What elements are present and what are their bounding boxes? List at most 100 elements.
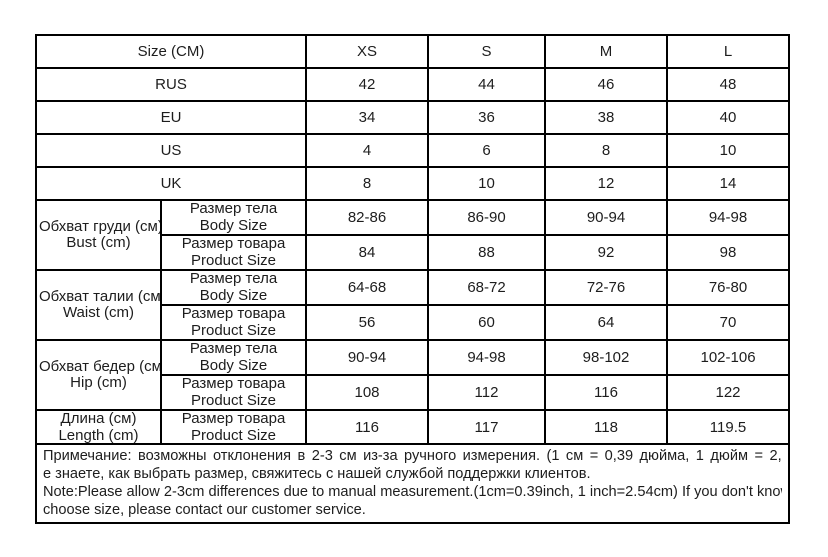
size-value-cell: 112 xyxy=(427,374,547,411)
size-value-cell: 72-76 xyxy=(544,269,669,306)
size-value-cell: 42 xyxy=(305,67,430,102)
size-type-cell: Размер тела Body Size xyxy=(159,199,308,236)
size-type-en: Body Size xyxy=(199,216,268,234)
measurement-label-en: Hip (cm) xyxy=(70,374,127,391)
size-value-cell: 40 xyxy=(666,100,791,135)
size-value-cell: 94-98 xyxy=(666,199,791,236)
size-type-ru: Размер товара xyxy=(181,305,286,322)
conversion-row-eu: EU 34 36 38 40 xyxy=(34,100,791,135)
size-column-l: L xyxy=(666,34,791,69)
size-type-cell: Размер товара Product Size xyxy=(159,234,308,271)
measurement-label-ru: Длина (см) xyxy=(60,410,137,427)
size-value-cell: 64-68 xyxy=(305,269,430,306)
bust-body-row: Обхват груди (см) Bust (cm) Размер тела … xyxy=(35,199,791,271)
size-value-cell: 86-90 xyxy=(427,199,547,236)
size-value-cell: 48 xyxy=(666,67,791,102)
row-label-us: US xyxy=(34,133,308,168)
length-product-row: Длина (см) Length (cm) Размер товара Pro… xyxy=(35,409,791,446)
size-value-cell: 14 xyxy=(666,166,791,201)
size-value-cell: 10 xyxy=(666,133,791,168)
bust-product-row: Размер товара Product Size 84 88 92 98 xyxy=(36,234,791,271)
conversion-row-uk: UK 8 10 12 14 xyxy=(34,166,791,201)
measurement-label-hip: Обхват бедер (см) Hip (cm) xyxy=(35,339,162,411)
size-type-en: Product Size xyxy=(190,251,277,269)
measurement-label-en: Bust (cm) xyxy=(66,234,131,251)
size-type-ru: Размер товара xyxy=(181,235,286,252)
measurement-label-en: Length (cm) xyxy=(58,426,139,444)
measurement-label-bust: Обхват груди (см) Bust (cm) xyxy=(35,199,162,271)
size-type-en: Product Size xyxy=(190,391,277,409)
size-type-en: Product Size xyxy=(190,426,277,444)
size-value-cell: 122 xyxy=(666,374,791,411)
size-value-cell: 76-80 xyxy=(666,269,791,306)
size-type-ru: Размер товара xyxy=(181,375,286,392)
size-type-cell: Размер товара Product Size xyxy=(159,304,308,341)
size-value-cell: 4 xyxy=(305,133,430,168)
size-value-cell: 94-98 xyxy=(427,339,547,376)
size-value-cell: 119.5 xyxy=(666,409,791,446)
size-value-cell: 88 xyxy=(427,234,547,271)
size-value-cell: 12 xyxy=(544,166,669,201)
size-value-cell: 118 xyxy=(544,409,669,446)
measurement-label-waist: Обхват талии (см) Waist (cm) xyxy=(35,269,162,341)
size-value-cell: 6 xyxy=(427,133,547,168)
measurement-label-length: Длина (см) Length (cm) xyxy=(35,409,162,446)
size-value-cell: 38 xyxy=(544,100,669,135)
size-value-cell: 10 xyxy=(427,166,547,201)
size-value-cell: 64 xyxy=(544,304,669,341)
size-value-cell: 8 xyxy=(544,133,669,168)
row-label-uk: UK xyxy=(34,166,308,201)
size-value-cell: 82-86 xyxy=(305,199,430,236)
conversion-row-rus: RUS 42 44 46 48 xyxy=(34,67,791,102)
size-value-cell: 98-102 xyxy=(544,339,669,376)
size-type-en: Product Size xyxy=(190,321,277,339)
size-type-cell: Размер товара Product Size xyxy=(159,374,308,411)
measurement-label-ru: Обхват талии (см) xyxy=(39,287,161,305)
size-column-xs: XS xyxy=(305,34,430,69)
size-value-cell: 34 xyxy=(305,100,430,135)
measurement-note: Примечание: возможны отклонения в 2-3 см… xyxy=(35,443,790,524)
header-row: Size (CM) XS S M L xyxy=(34,34,791,69)
size-unit-header: Size (CM) xyxy=(34,34,308,69)
size-value-cell: 68-72 xyxy=(427,269,547,306)
size-value-cell: 98 xyxy=(666,234,791,271)
size-value-cell: 70 xyxy=(666,304,791,341)
size-value-cell: 116 xyxy=(305,409,430,446)
size-value-cell: 92 xyxy=(544,234,669,271)
size-value-cell: 117 xyxy=(427,409,547,446)
size-type-cell: Размер тела Body Size xyxy=(159,339,308,376)
size-value-cell: 102-106 xyxy=(666,339,791,376)
size-type-cell: Размер тела Body Size xyxy=(159,269,308,306)
size-value-cell: 84 xyxy=(305,234,430,271)
size-type-en: Body Size xyxy=(199,286,268,304)
note-line-ru-1: Примечание: возможны отклонения в 2-3 см… xyxy=(43,448,782,464)
size-value-cell: 116 xyxy=(544,374,669,411)
size-value-cell: 36 xyxy=(427,100,547,135)
note-line-en-2: choose size, please contact our customer… xyxy=(43,502,366,518)
conversion-row-us: US 4 6 8 10 xyxy=(34,133,791,168)
waist-body-row: Обхват талии (см) Waist (cm) Размер тела… xyxy=(35,269,791,341)
size-value-cell: 108 xyxy=(305,374,430,411)
note-line-en-1: Note:Please allow 2-3cm differences due … xyxy=(43,484,782,500)
size-type-ru: Размер тела xyxy=(189,340,278,357)
size-type-ru: Размер товара xyxy=(181,410,286,427)
size-value-cell: 8 xyxy=(305,166,430,201)
size-chart-table: Size (CM) XS S M L RUS 42 44 46 48 EU 34… xyxy=(34,34,791,446)
size-type-ru: Размер тела xyxy=(189,200,278,217)
row-label-rus: RUS xyxy=(34,67,308,102)
waist-product-row: Размер товара Product Size 56 60 64 70 xyxy=(36,304,791,341)
measurement-label-ru: Обхват бедер (см) xyxy=(39,357,161,375)
hip-body-row: Обхват бедер (см) Hip (cm) Размер тела B… xyxy=(35,339,791,411)
row-label-eu: EU xyxy=(34,100,308,135)
size-column-s: S xyxy=(427,34,547,69)
measurement-label-ru: Обхват груди (см) xyxy=(39,217,161,235)
size-value-cell: 44 xyxy=(427,67,547,102)
size-chart: Size (CM) XS S M L RUS 42 44 46 48 EU 34… xyxy=(34,34,791,446)
size-value-cell: 60 xyxy=(427,304,547,341)
size-value-cell: 56 xyxy=(305,304,430,341)
size-column-m: M xyxy=(544,34,669,69)
note-line-ru-2: е знаете, как выбрать размер, свяжитесь … xyxy=(43,466,591,482)
size-type-en: Body Size xyxy=(199,356,268,374)
hip-product-row: Размер товара Product Size 108 112 116 1… xyxy=(36,374,791,411)
size-value-cell: 46 xyxy=(544,67,669,102)
